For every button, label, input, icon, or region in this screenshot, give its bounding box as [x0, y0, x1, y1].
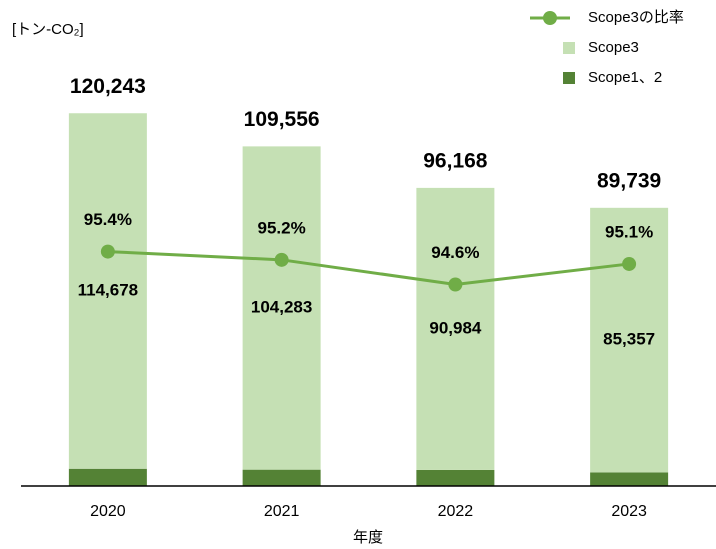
data-label: 85,357	[603, 330, 655, 349]
legend-label: Scope3	[588, 39, 639, 56]
total-label: 109,556	[244, 108, 320, 131]
x-tick-label: 2022	[438, 503, 474, 520]
total-label: 89,739	[597, 169, 661, 192]
x-axis-label: 年度	[353, 529, 383, 546]
line	[107, 250, 630, 287]
bar-segment	[590, 472, 669, 486]
bar-segment	[242, 469, 321, 486]
line-marker	[448, 277, 463, 292]
legend-label: Scope3の比率	[588, 9, 684, 26]
bar-segment	[68, 468, 147, 486]
bar-segment	[416, 187, 495, 470]
line-marker	[100, 244, 115, 259]
total-label: 120,243	[70, 75, 146, 98]
bar-segment	[242, 146, 321, 470]
line-label: 94.6%	[431, 243, 479, 262]
total-label: 96,168	[423, 149, 488, 172]
bar-segment	[416, 469, 495, 486]
x-tick-label: 2020	[90, 503, 126, 520]
legend-swatch	[563, 72, 575, 84]
data-label: 114,678	[78, 280, 139, 299]
line-label: 95.2%	[258, 218, 306, 237]
data-label: 90,984	[429, 318, 482, 337]
line-label: 95.4%	[84, 210, 132, 229]
x-tick-label: 2021	[264, 503, 300, 520]
line-marker	[622, 256, 637, 271]
legend-swatch	[563, 42, 575, 54]
y-axis-label: [トン-CO₂]	[12, 21, 84, 38]
legend-label: Scope1、2	[588, 69, 662, 86]
line-marker	[274, 252, 289, 267]
bar-segment	[68, 113, 147, 469]
legend-marker	[543, 11, 557, 25]
line-label: 95.1%	[605, 222, 653, 241]
bar-segment	[590, 207, 669, 473]
data-label: 104,283	[251, 297, 312, 316]
x-tick-label: 2023	[611, 503, 647, 520]
